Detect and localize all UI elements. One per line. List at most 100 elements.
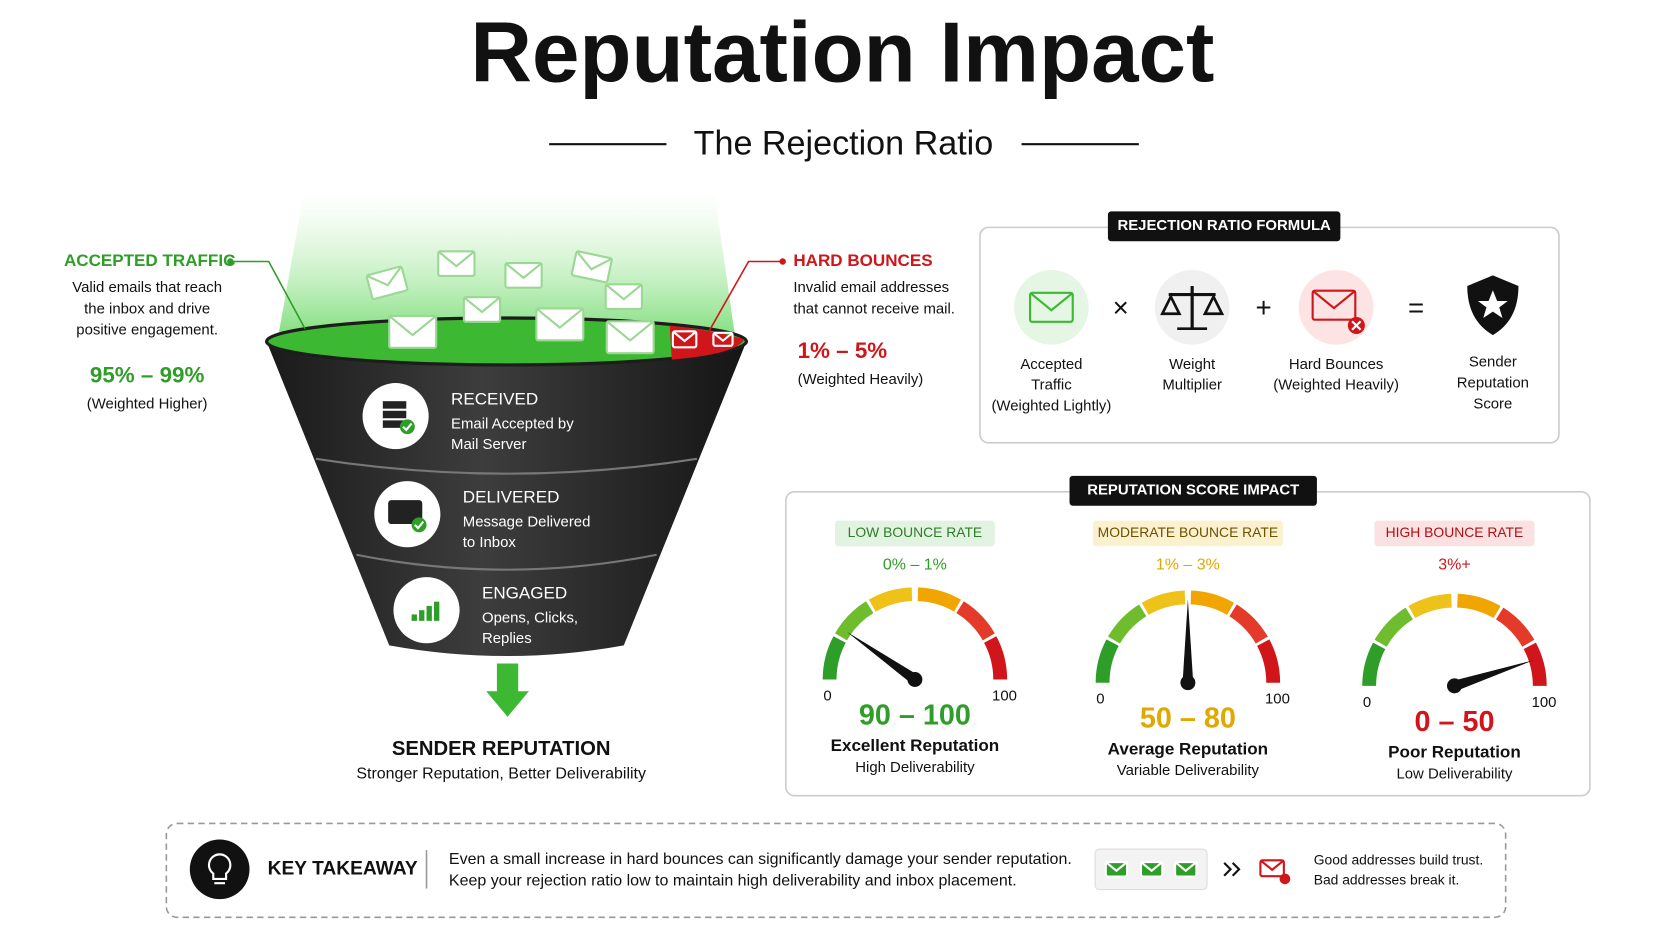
score-label: Excellent Reputation [831,736,1000,755]
rate-badge-bg [834,520,995,547]
operator: = [1408,292,1424,323]
server-icon [382,410,407,419]
accepted-text: the inbox and drive [84,300,210,317]
term-text: Hard Bounces [1289,356,1383,373]
stage-title: ENGAGED [482,584,567,603]
score-label: Poor Reputation [1388,743,1521,762]
stage-text: to Inbox [463,534,517,551]
term-text: Multiplier [1162,377,1222,394]
term-text: Reputation [1457,375,1529,392]
gauge-arc [1456,593,1501,619]
bulb-icon-bg [189,839,250,900]
rate: 3%+ [1438,557,1470,574]
impact-title-bg [1069,475,1317,506]
envelope-flap [1140,861,1163,873]
takeaway-box [165,822,1507,919]
score: 90 – 100 [859,699,971,731]
envelope-flap [604,283,643,301]
bounces-label: HARD BOUNCES [793,251,932,270]
accepted-label: ACCEPTED TRAFFIC [64,251,235,270]
callout-line [707,260,783,334]
funnel-divider [356,553,657,571]
term-text: Accepted [1020,356,1082,373]
envelope-body [1029,291,1074,323]
chart-icon [426,605,432,621]
envelope-flap [535,307,584,329]
gauge-min: 0 [1363,694,1371,711]
takeaway-text: Keep your rejection ratio low to maintai… [449,872,1017,889]
gauge-arc [1374,607,1414,647]
gauge-arc [1095,639,1119,683]
rate: 0% – 1% [883,557,947,574]
envelope-body [671,330,698,349]
gauge-arc [835,601,874,641]
server-icon [382,420,407,428]
envelope-icon [1139,860,1164,878]
score-detail: Variable Deliverability [1117,762,1260,779]
score-detail: Low Deliverability [1396,765,1513,782]
gauge-arc [1108,604,1147,644]
term-text: Traffic [1031,377,1072,394]
takeaway-title: KEY TAKEAWAY [268,858,418,879]
rate-badge-bg [1374,520,1535,547]
error-badge [1279,873,1291,885]
envelope-body [1311,289,1357,321]
chart-icon [419,610,425,621]
envelope-icon [535,307,585,342]
gauge-arc [1141,590,1186,615]
envelope-flap [672,330,697,343]
envelope-flap [388,315,437,337]
envelope-icon [1104,860,1129,878]
term-text: Sender [1469,354,1517,371]
takeaway-note: Bad addresses break it. [1314,872,1460,888]
stage-text: Opens, Clicks, [482,610,578,627]
formula-title: REJECTION RATIO FORMULA [1117,217,1331,234]
stage-text: Mail Server [451,436,526,453]
envelope-icon [1029,291,1074,323]
rate-badge: LOW BOUNCE RATE [848,524,983,540]
check [402,422,413,432]
envelope-flap [437,250,476,268]
operator: + [1256,292,1272,323]
envelope-body [365,265,409,301]
gauge-arc [868,587,913,612]
envelope-body [535,307,585,342]
rate-badge: HIGH BOUNCE RATE [1386,524,1524,540]
subtitle: The Rejection Ratio [694,124,994,162]
accepted-text: Valid emails that reach [72,279,222,296]
score: 0 – 50 [1414,706,1494,738]
gauge-arc [1256,639,1281,683]
envelope-flap [1029,292,1074,312]
envelope-icon [1174,860,1198,878]
bounces-note: (Weighted Heavily) [798,371,924,388]
server-icon [382,401,407,409]
operator: × [1113,292,1129,323]
envelope-body [712,331,734,347]
envelope-icon [462,296,502,323]
chevrons [1223,862,1241,877]
envelope-flap [1174,861,1198,873]
takeaway-text: Even a small increase in hard bounces ca… [449,851,1072,868]
bulb-icon [207,853,232,885]
gauge-arc [1495,607,1535,647]
bounces-range: 1% – 5% [798,338,888,363]
score-detail: High Deliverability [855,759,975,776]
term-text: (Weighted Lightly) [991,397,1111,414]
envelope-flap [463,296,501,314]
gauge-hub [1447,678,1462,694]
envelope-icon [1311,289,1357,321]
chart-icon [433,601,440,621]
envelope-icon [437,250,476,278]
envelope-flap [1105,861,1128,873]
envelope-body [605,320,655,355]
envelope-flap [504,262,543,280]
callout-dot [779,258,786,265]
error-x [1351,320,1362,331]
envelope-icon [1259,859,1285,878]
takeaway-note: Good addresses build trust. [1314,851,1484,867]
envelope-icon [365,265,409,301]
gauge-max: 100 [992,687,1017,704]
formula-title-bg [1107,211,1341,242]
envelope-icon [570,250,613,284]
